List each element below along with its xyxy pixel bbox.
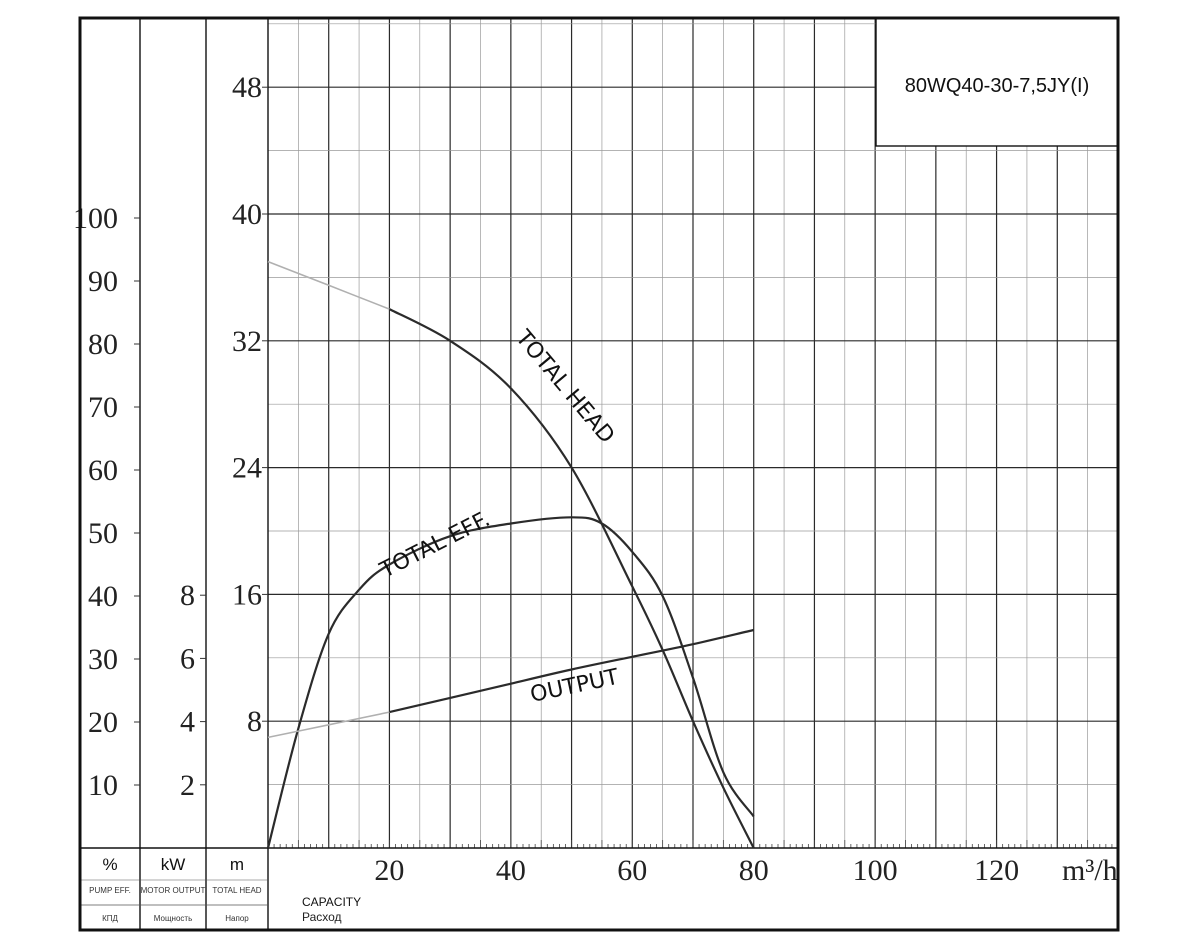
head-tick-label: 48 (232, 71, 262, 104)
head-unit-label: m (230, 855, 244, 874)
efficiency-tick-label: 70 (88, 391, 118, 424)
capacity-label: CAPACITY (302, 895, 361, 909)
output-curve (389, 628, 754, 714)
total-eff-curve (266, 516, 755, 849)
x-tick-label: 100 (853, 854, 898, 887)
chart-frame (78, 16, 1120, 932)
efficiency-tick-label: 20 (88, 706, 118, 739)
power-tick-label: 8 (180, 579, 195, 612)
output-label: OUTPUT (528, 665, 621, 708)
power-axis-caption: MOTOR OUTPUT (141, 886, 206, 895)
efficiency-axis-caption-ru: КПД (102, 914, 118, 923)
head-axis-caption: TOTAL HEAD (212, 886, 261, 895)
efficiency-tick-label: 60 (88, 454, 118, 487)
head-tick-label: 40 (232, 198, 262, 231)
x-tick-label: 40 (496, 854, 526, 887)
power-axis-caption-ru: Мощность (154, 914, 192, 923)
capacity-label-ru: Расход (302, 910, 342, 924)
total-eff-label: TOTAL EFF. (375, 507, 494, 584)
efficiency-tick-label: 90 (88, 265, 118, 298)
curves (266, 260, 755, 849)
efficiency-tick-label: 50 (88, 517, 118, 550)
efficiency-axis-caption: PUMP EFF. (89, 886, 131, 895)
power-tick-label: 6 (180, 642, 195, 675)
x-tick-label: 80 (739, 854, 769, 887)
axes (80, 18, 1118, 930)
efficiency-unit-label: % (102, 855, 117, 874)
head-axis-caption-ru: Напор (225, 914, 249, 923)
total-head-curve (388, 308, 755, 849)
head-tick-label: 16 (232, 578, 262, 611)
power-tick-label: 4 (180, 706, 195, 739)
model-label: 80WQ40-30-7,5JY(I) (905, 75, 1090, 97)
output-curve-faint (267, 711, 390, 739)
x-tick-label: 120 (974, 854, 1019, 887)
total-head-label: TOTAL HEAD (510, 325, 619, 448)
efficiency-tick-label: 40 (88, 580, 118, 613)
power-unit-label: kW (161, 855, 186, 874)
x-tick-label: 20 (374, 854, 404, 887)
efficiency-tick-label: 80 (88, 328, 118, 361)
x-unit-label: m³/h (1062, 854, 1118, 887)
efficiency-tick-label: 30 (88, 643, 118, 676)
head-tick-label: 32 (232, 325, 262, 358)
total-head-curve-faint (267, 260, 390, 310)
efficiency-tick-label: 10 (88, 769, 118, 802)
x-tick-label: 60 (617, 854, 647, 887)
head-tick-label: 24 (232, 452, 262, 485)
head-tick-label: 8 (247, 705, 262, 738)
power-tick-label: 2 (180, 769, 195, 802)
